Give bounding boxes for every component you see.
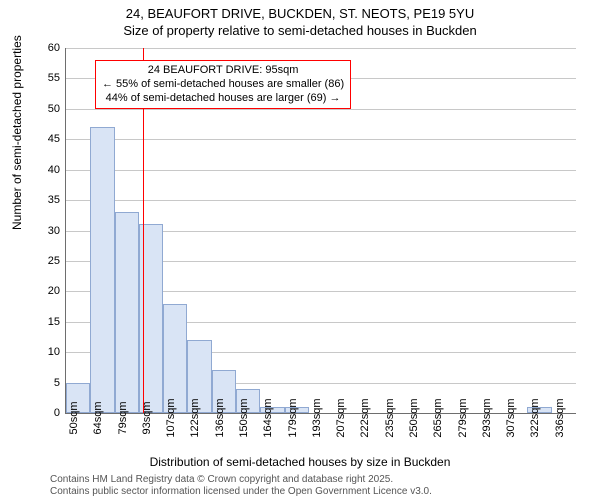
x-tick-label: 293sqm <box>481 398 493 437</box>
x-tick-label: 150sqm <box>238 398 250 437</box>
x-tick-label: 164sqm <box>262 398 274 437</box>
x-tick-label: 279sqm <box>457 398 469 437</box>
annotation-box: 24 BEAUFORT DRIVE: 95sqm ← 55% of semi-d… <box>95 60 351 109</box>
x-tick-label: 136sqm <box>214 398 226 437</box>
x-tick-label: 93sqm <box>141 401 153 434</box>
x-tick-label: 322sqm <box>529 398 541 437</box>
x-tick-label: 235sqm <box>384 398 396 437</box>
y-tick-label: 5 <box>30 377 60 389</box>
y-tick-label: 35 <box>30 194 60 206</box>
title-line-1: 24, BEAUFORT DRIVE, BUCKDEN, ST. NEOTS, … <box>0 6 600 23</box>
y-axis-label: Number of semi-detached properties <box>10 35 24 230</box>
x-tick-label: 50sqm <box>68 401 80 434</box>
chart-title: 24, BEAUFORT DRIVE, BUCKDEN, ST. NEOTS, … <box>0 0 600 40</box>
y-tick-label: 60 <box>30 42 60 54</box>
y-tick-label: 25 <box>30 255 60 267</box>
x-tick-label: 122sqm <box>189 398 201 437</box>
y-tick-label: 55 <box>30 72 60 84</box>
y-tick-label: 45 <box>30 133 60 145</box>
x-tick-label: 222sqm <box>359 398 371 437</box>
x-tick-label: 207sqm <box>335 398 347 437</box>
footer-line-2: Contains public sector information licen… <box>50 486 432 498</box>
x-tick-label: 64sqm <box>92 401 104 434</box>
annotation-line-1: 24 BEAUFORT DRIVE: 95sqm <box>102 64 344 78</box>
annotation-line-2: ← 55% of semi-detached houses are smalle… <box>102 78 344 92</box>
footer-line-1: Contains HM Land Registry data © Crown c… <box>50 474 432 486</box>
title-line-2: Size of property relative to semi-detach… <box>0 23 600 40</box>
x-tick-label: 265sqm <box>432 398 444 437</box>
histogram-bar <box>115 212 139 413</box>
x-axis-label: Distribution of semi-detached houses by … <box>0 455 600 469</box>
x-tick-label: 193sqm <box>311 398 323 437</box>
x-tick-label: 250sqm <box>408 398 420 437</box>
y-tick-label: 40 <box>30 164 60 176</box>
y-tick-label: 0 <box>30 407 60 419</box>
y-tick-label: 50 <box>30 103 60 115</box>
histogram-bar <box>90 127 114 413</box>
y-tick-label: 20 <box>30 285 60 297</box>
x-tick-label: 79sqm <box>117 401 129 434</box>
y-tick-label: 10 <box>30 346 60 358</box>
x-tick-label: 107sqm <box>165 398 177 437</box>
x-tick-label: 179sqm <box>287 398 299 437</box>
y-tick-label: 30 <box>30 225 60 237</box>
x-tick-label: 307sqm <box>505 398 517 437</box>
footer: Contains HM Land Registry data © Crown c… <box>50 474 432 498</box>
annotation-line-3: 44% of semi-detached houses are larger (… <box>102 92 344 106</box>
x-tick-label: 336sqm <box>554 398 566 437</box>
histogram-bar <box>163 304 187 414</box>
y-tick-label: 15 <box>30 316 60 328</box>
